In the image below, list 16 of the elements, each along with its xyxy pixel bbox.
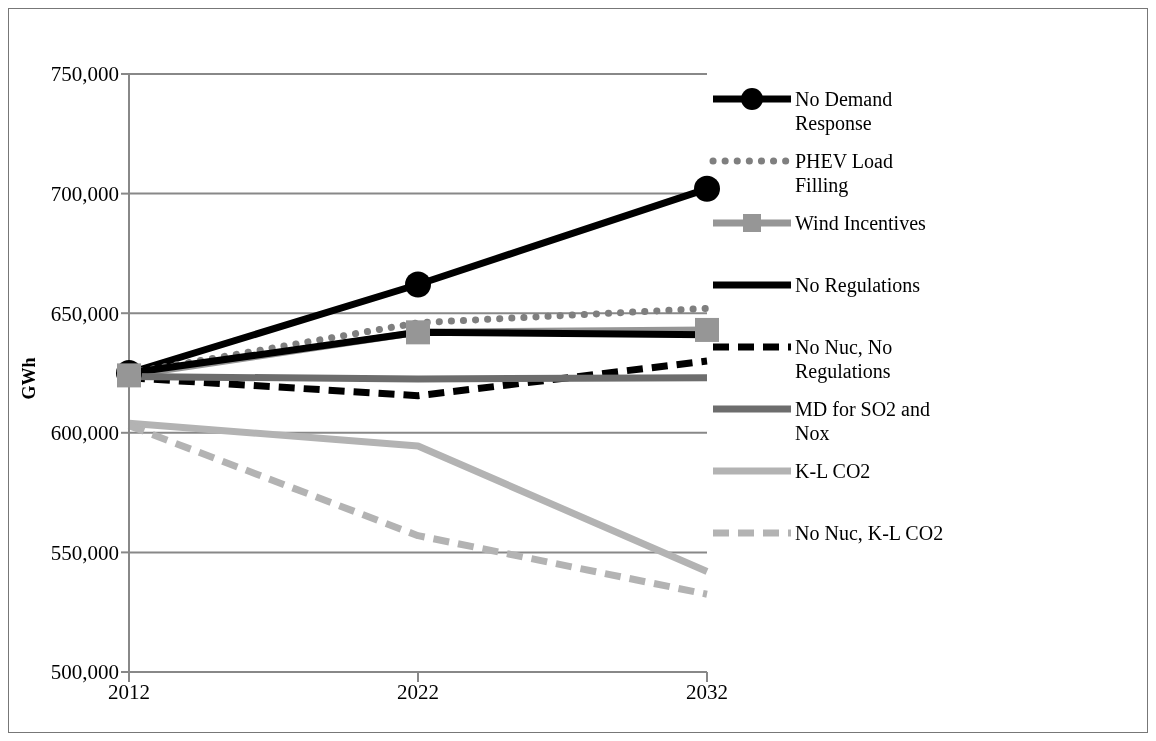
y-tick-label: 550,000 xyxy=(50,540,119,565)
legend-label: Wind Incentives xyxy=(795,211,926,235)
x-tick-label: 2032 xyxy=(686,679,728,704)
legend-label: No Demand Response xyxy=(795,87,894,135)
legend-label: K-L CO2 xyxy=(795,459,871,483)
legend-label: No Nuc, K-L CO2 xyxy=(795,521,944,545)
y-tick-label: 650,000 xyxy=(50,301,119,326)
legend-label: No Regulations xyxy=(795,273,920,297)
x-tick-label: 2022 xyxy=(397,679,439,704)
legend-label: MD for SO2 and Nox xyxy=(795,397,931,445)
y-axis-title: GWh xyxy=(18,357,40,400)
legend-label: PHEV Load Filling xyxy=(795,149,894,197)
y-tick-label: 750,000 xyxy=(50,62,119,87)
y-tick-label: 700,000 xyxy=(50,182,119,207)
y-tick-label: 600,000 xyxy=(50,421,119,446)
legend-label: No Nuc, No Regulations xyxy=(795,335,894,383)
